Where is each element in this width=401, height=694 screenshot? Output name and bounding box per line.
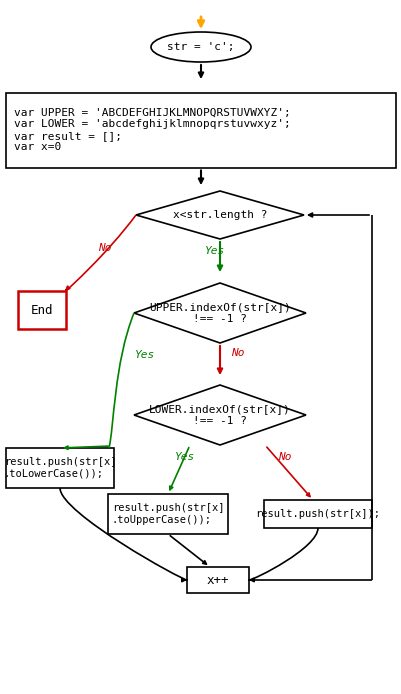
Polygon shape: [136, 191, 303, 239]
Text: UPPER.indexOf(str[x])
!== -1 ?: UPPER.indexOf(str[x]) !== -1 ?: [149, 302, 290, 324]
Text: var UPPER = 'ABCDEFGHIJKLMNOPQRSTUVWXYZ';
var LOWER = 'abcdefghijklmnopqrstuvwxy: var UPPER = 'ABCDEFGHIJKLMNOPQRSTUVWXYZ'…: [14, 108, 290, 153]
Text: result.push(str[x]
.toUpperCase());: result.push(str[x] .toUpperCase());: [111, 503, 224, 525]
Text: Yes: Yes: [205, 246, 225, 256]
Text: result.push(str[x]
.toLowerCase());: result.push(str[x] .toLowerCase());: [4, 457, 116, 479]
Bar: [6, 92, 395, 167]
Text: LOWER.indexOf(str[x])
!== -1 ?: LOWER.indexOf(str[x]) !== -1 ?: [149, 404, 290, 426]
Bar: [263, 500, 371, 528]
Polygon shape: [134, 283, 305, 343]
Text: End: End: [30, 303, 53, 316]
Text: x++: x++: [206, 573, 229, 586]
Bar: [6, 448, 114, 488]
Text: No: No: [231, 348, 244, 358]
Polygon shape: [134, 385, 305, 445]
Text: Yes: Yes: [174, 452, 194, 462]
Text: x<str.length ?: x<str.length ?: [172, 210, 267, 220]
Bar: [186, 567, 248, 593]
Text: No: No: [98, 243, 111, 253]
Text: No: No: [277, 452, 291, 462]
Text: str = 'c';: str = 'c';: [167, 42, 234, 52]
Text: Yes: Yes: [135, 350, 155, 360]
Bar: [18, 291, 66, 329]
Text: result.push(str[x]);: result.push(str[x]);: [255, 509, 380, 519]
Bar: [108, 494, 227, 534]
Ellipse shape: [151, 32, 250, 62]
